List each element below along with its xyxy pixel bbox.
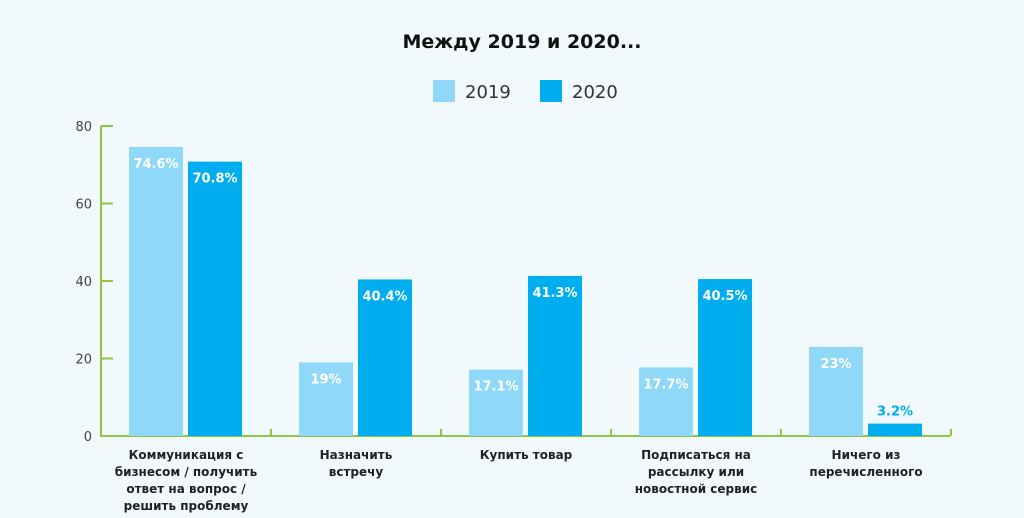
- y-tick-label: 60: [75, 198, 92, 213]
- x-category-label: новостной сервис: [635, 482, 758, 496]
- x-category-label: Ничего из: [832, 448, 901, 462]
- data-label-2019: 17.1%: [473, 380, 518, 395]
- bar-2020: [528, 275, 582, 436]
- data-label-2020: 70.8%: [192, 172, 237, 187]
- bar-2019: [469, 369, 523, 436]
- data-label-2019: 19%: [310, 372, 341, 387]
- y-tick-label: 80: [75, 120, 92, 135]
- legend-label-2020: 2020: [572, 82, 618, 103]
- y-tick-label: 40: [75, 275, 92, 290]
- legend-label-2019: 2019: [465, 82, 511, 103]
- y-tick-label: 20: [75, 353, 92, 368]
- chart-title: Между 2019 и 2020...: [402, 31, 641, 53]
- data-label-2019: 17.7%: [643, 377, 688, 392]
- bar-2020: [698, 279, 752, 436]
- y-tick-label: 0: [84, 430, 92, 445]
- data-label-2020: 41.3%: [532, 286, 577, 301]
- bar-2019: [639, 367, 693, 436]
- bar-2020: [868, 423, 922, 436]
- x-category-label: Коммуникация с: [129, 448, 244, 462]
- data-label-2019: 23%: [820, 357, 851, 372]
- data-label-2020: 40.5%: [702, 289, 747, 304]
- x-category-label: перечисленного: [809, 465, 922, 479]
- x-category-label: бизнесом / получить: [115, 465, 258, 479]
- bar-2020: [188, 161, 242, 436]
- x-category-label: Купить товар: [480, 448, 573, 462]
- x-category-label: встречу: [329, 465, 384, 479]
- x-category-label: рассылку или: [648, 465, 744, 479]
- bar-2020: [358, 279, 412, 436]
- bar-2019: [129, 146, 183, 437]
- x-category-label: Назначить: [320, 448, 393, 462]
- data-label-2020: 40.4%: [362, 289, 407, 304]
- bar-2019: [299, 362, 353, 436]
- x-category-label: ответ на вопрос /: [126, 482, 246, 496]
- legend-swatch-2020: [540, 80, 562, 102]
- x-category-label: решить проблему: [124, 499, 249, 513]
- x-category-label: Подписаться на: [641, 448, 751, 462]
- bar-2019: [809, 346, 863, 436]
- data-label-2019: 74.6%: [133, 157, 178, 172]
- legend-swatch-2019: [433, 80, 455, 102]
- data-label-2020: 3.2%: [877, 405, 913, 420]
